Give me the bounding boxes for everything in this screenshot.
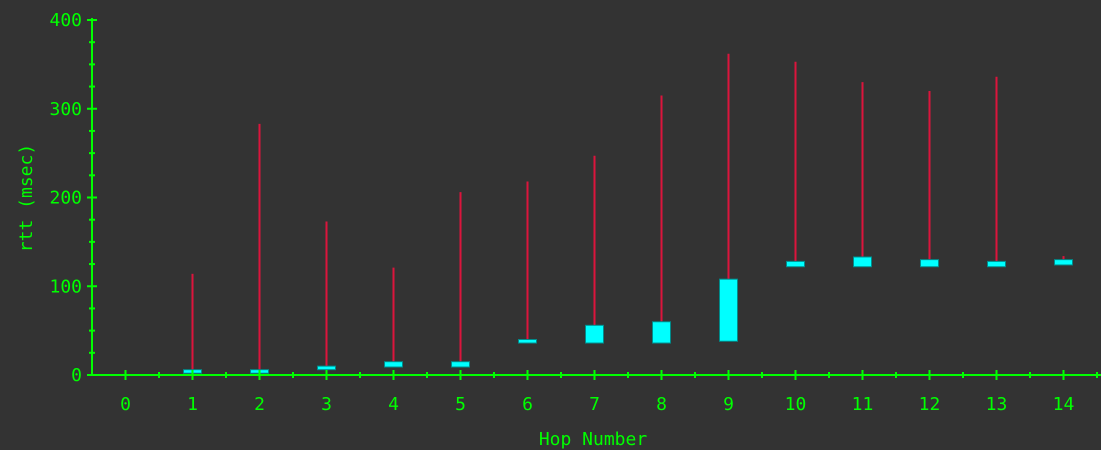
y-tick-label: 200 xyxy=(49,188,82,209)
x-tick-label: 14 xyxy=(1053,394,1075,415)
box-hop-5 xyxy=(451,361,470,368)
y-tick-label: 100 xyxy=(49,276,82,297)
y-tick-label: 400 xyxy=(49,10,82,31)
y-tick-label: 300 xyxy=(49,99,82,120)
x-tick-label: 4 xyxy=(388,394,399,415)
box-hop-11 xyxy=(853,256,872,268)
x-tick-label: 5 xyxy=(455,394,466,415)
x-tick-label: 2 xyxy=(254,394,265,415)
x-tick-label: 11 xyxy=(852,394,874,415)
x-tick-label: 6 xyxy=(522,394,533,415)
box-hop-12 xyxy=(920,259,939,268)
x-tick-label: 13 xyxy=(986,394,1008,415)
x-tick-label: 10 xyxy=(785,394,807,415)
box-hop-4 xyxy=(384,361,403,368)
box-hop-6 xyxy=(518,339,537,344)
x-tick-label: 1 xyxy=(187,394,198,415)
box-hop-14 xyxy=(1054,259,1073,266)
x-tick-label: 7 xyxy=(589,394,600,415)
x-tick-label: 0 xyxy=(120,394,131,415)
x-axis-title: Hop Number xyxy=(539,429,648,450)
box-hop-3 xyxy=(317,365,336,371)
box-hop-8 xyxy=(652,321,671,344)
y-axis-title: rtt (msec) xyxy=(16,144,37,252)
x-tick-label: 12 xyxy=(919,394,941,415)
x-tick-label: 8 xyxy=(656,394,667,415)
y-tick-label: 0 xyxy=(71,365,82,386)
box-hop-7 xyxy=(585,324,604,344)
box-hop-10 xyxy=(786,260,805,268)
x-tick-label: 9 xyxy=(723,394,734,415)
box-hop-9 xyxy=(719,278,738,342)
box-hop-13 xyxy=(987,260,1006,268)
x-tick-label: 3 xyxy=(321,394,332,415)
